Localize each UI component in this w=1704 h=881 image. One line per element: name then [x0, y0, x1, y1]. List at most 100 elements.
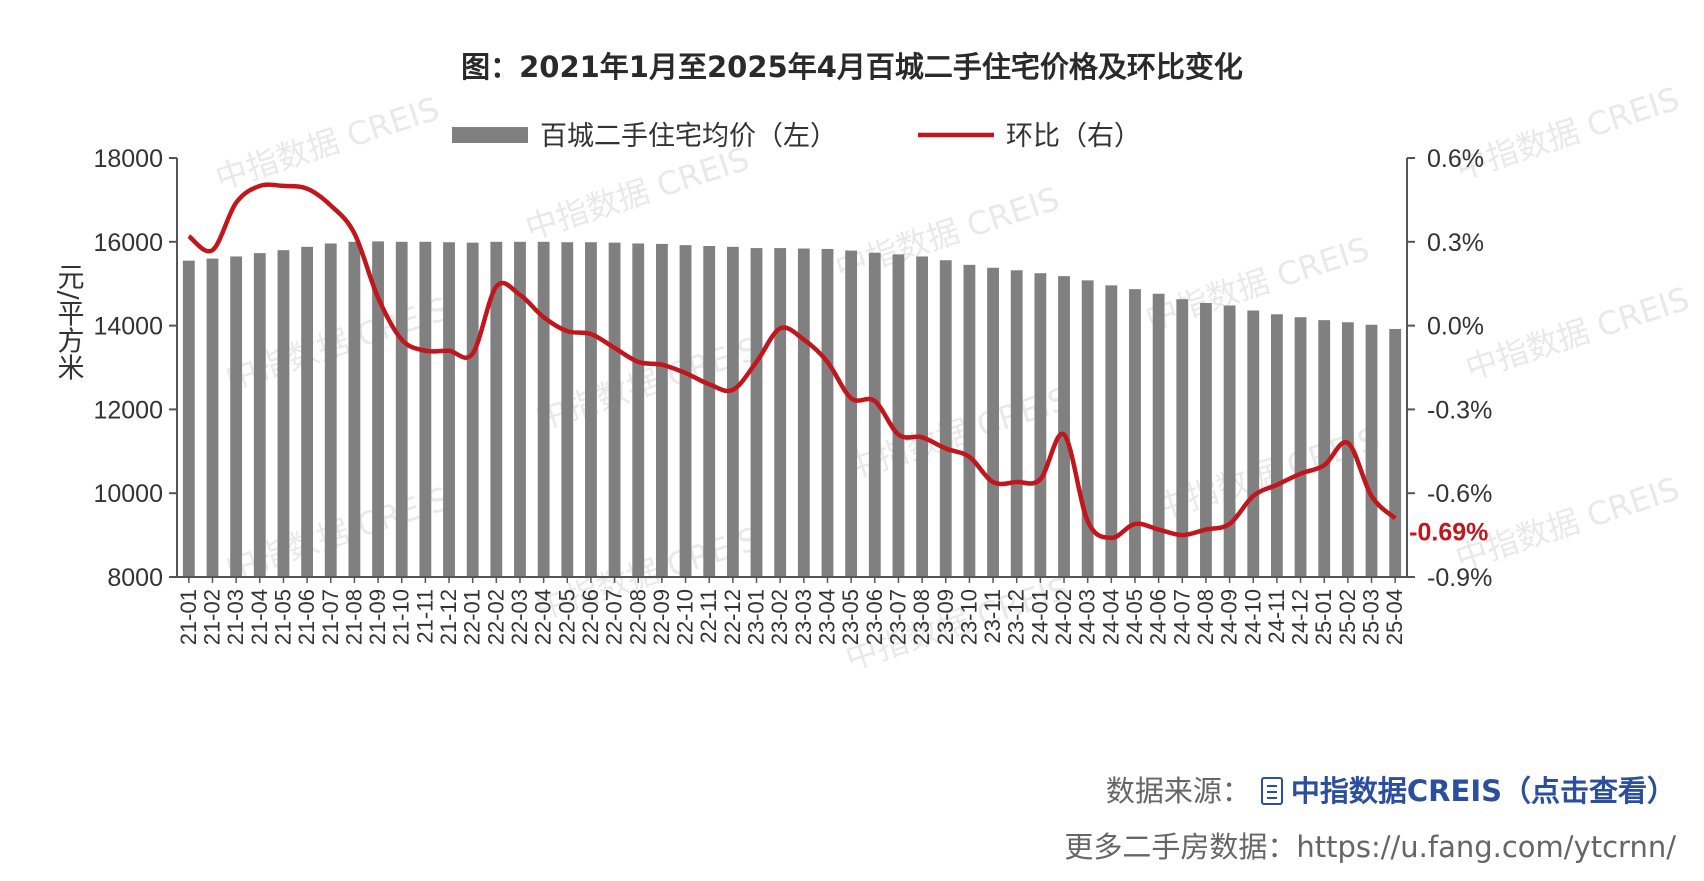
x-tick-label: 23-02 — [767, 589, 792, 645]
bar — [1389, 328, 1402, 577]
bar — [1200, 302, 1212, 577]
legend-bar-swatch — [452, 127, 528, 143]
bar — [963, 264, 976, 577]
bar — [1247, 310, 1260, 577]
x-tick-label: 24-02 — [1051, 589, 1076, 645]
bar — [1129, 289, 1141, 577]
bar — [892, 254, 905, 577]
bar — [253, 253, 266, 577]
x-tick-label: 22-06 — [578, 589, 603, 645]
bar — [1365, 324, 1378, 577]
bar — [797, 248, 810, 577]
x-tick-label: 21-07 — [318, 589, 343, 645]
mom-change-line — [187, 182, 1397, 541]
document-icon[interactable] — [1260, 777, 1283, 805]
watermark: 中指数据 CREIS — [1451, 80, 1684, 188]
x-tick-label: 22-10 — [673, 589, 698, 645]
x-tick-label: 24-04 — [1098, 589, 1123, 645]
x-tick-label: 23-08 — [909, 589, 934, 645]
legend: 百城二手住宅均价（左） 环比（右） — [452, 121, 1141, 152]
x-tick-label: 24-06 — [1146, 589, 1171, 645]
x-tick-label: 21-11 — [412, 589, 437, 644]
bar — [585, 242, 597, 577]
x-tick-label: 23-10 — [956, 589, 981, 645]
x-tick-label: 24-08 — [1193, 589, 1218, 645]
source-line: 数据来源： 中指数据CREIS（点击查看） — [1106, 768, 1676, 810]
line-series: -0.69% — [187, 182, 1488, 546]
x-tick-label: 24-03 — [1075, 589, 1100, 645]
bar — [514, 241, 526, 578]
right-tick-label: 0.6% — [1427, 145, 1484, 173]
left-tick-label: 8000 — [107, 564, 163, 592]
x-tick-label: 23-03 — [791, 589, 816, 645]
bar — [655, 243, 668, 577]
chart-title: 图：2021年1月至2025年4月百城二手住宅价格及环比变化 — [461, 50, 1243, 84]
bar-series — [182, 241, 1402, 578]
bar — [537, 241, 550, 578]
x-tick-label: 22-12 — [720, 589, 745, 645]
x-tick-label: 21-03 — [223, 589, 248, 645]
bar — [987, 267, 999, 577]
bar — [821, 248, 834, 577]
source-label: 数据来源： — [1105, 774, 1251, 808]
bar — [1034, 273, 1047, 577]
bar — [372, 241, 384, 578]
bar — [443, 242, 455, 577]
bar — [561, 242, 574, 577]
bar — [277, 250, 290, 577]
x-tick-label: 23-01 — [744, 589, 769, 645]
bar — [1318, 320, 1331, 577]
x-tick-label: 23-05 — [838, 589, 863, 645]
x-tick-label: 23-06 — [862, 589, 887, 645]
chart: 中指数据 CREIS 中指数据 CREIS 中指数据 CREIS 中指数据 CREIS… — [53, 80, 1694, 678]
x-tick-label: 24-09 — [1217, 589, 1242, 645]
x-tick-label: 23-12 — [1004, 589, 1029, 645]
bar — [301, 246, 314, 577]
bar — [1010, 270, 1023, 577]
left-tick-label: 18000 — [93, 145, 163, 173]
bar — [466, 242, 479, 577]
bar — [1341, 322, 1354, 577]
left-tick-label: 14000 — [93, 313, 163, 341]
bar — [206, 258, 219, 577]
legend-line-label: 环比（右） — [1006, 121, 1141, 152]
bar — [916, 256, 929, 577]
x-tick-label: 21-05 — [270, 589, 295, 645]
bar — [230, 256, 243, 577]
bar — [324, 243, 337, 577]
more-data-link[interactable]: 更多二手房数据：https://u.fang.com/ytcrnn/ — [1064, 830, 1676, 864]
x-tick-labels: 21-0121-0221-0321-0421-0521-0621-0721-08… — [176, 577, 1407, 645]
x-tick-label: 22-01 — [460, 589, 485, 645]
x-tick-label: 22-02 — [483, 589, 508, 645]
axes: 8000 10000 12000 14000 16000 18000 -0.9% -0.6% -… — [53, 145, 1493, 592]
x-tick-label: 22-09 — [649, 589, 674, 645]
x-tick-label: 21-12 — [436, 589, 461, 645]
right-tick-label: -0.3% — [1427, 396, 1492, 424]
x-tick-label: 21-09 — [365, 589, 390, 645]
y-axis-label: 元/平方米 — [53, 263, 85, 380]
bar — [1294, 317, 1307, 577]
bar — [632, 243, 645, 577]
bar — [182, 260, 195, 577]
x-tick-label: 25-02 — [1335, 589, 1360, 645]
x-tick-label: 23-04 — [814, 589, 839, 645]
right-tick-label: -0.6% — [1427, 480, 1492, 508]
bar — [1176, 299, 1189, 577]
bar — [1081, 280, 1094, 577]
bar — [750, 248, 763, 577]
bar — [939, 260, 952, 577]
watermark: 中指数据 CREIS — [521, 140, 754, 248]
x-tick-label: 22-03 — [507, 589, 532, 645]
legend-bar-label: 百城二手住宅均价（左） — [540, 121, 837, 152]
x-tick-label: 21-08 — [341, 589, 366, 645]
source-link[interactable]: 中指数据CREIS（点击查看） — [1290, 774, 1676, 808]
bar — [1223, 305, 1236, 577]
watermark: 中指数据 CREIS — [211, 90, 444, 198]
bar — [395, 241, 408, 578]
x-tick-label: 23-11 — [980, 589, 1005, 644]
left-tick-label: 10000 — [93, 480, 163, 508]
x-tick-label: 24-07 — [1169, 589, 1194, 645]
bar — [419, 241, 432, 578]
x-tick-label: 24-12 — [1288, 589, 1313, 645]
bar — [1105, 285, 1118, 577]
